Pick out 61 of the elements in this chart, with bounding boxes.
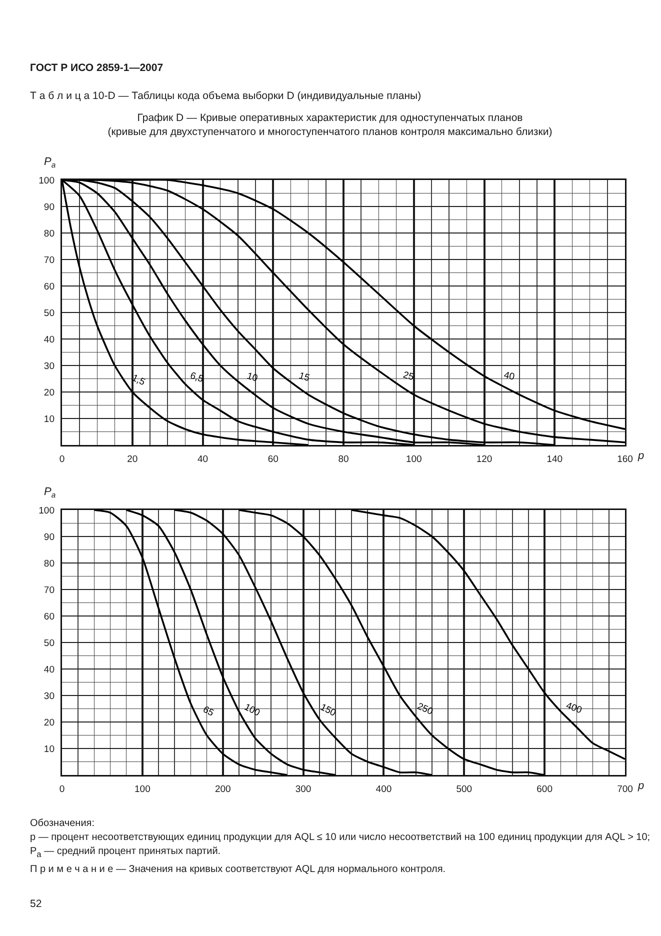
y-tick-label: 100 [38,175,54,186]
x-tick-label: 0 [59,784,65,795]
y-tick-label: 10 [44,744,54,755]
text: 100 [242,702,262,719]
y-tick-label: 50 [44,638,54,649]
text: 25 [402,370,415,384]
x-tick-label: 80 [338,454,349,465]
y-tick-label: 70 [44,584,54,596]
y-tick-label: 30 [44,690,54,702]
y-tick-label: 80 [44,558,54,570]
y-tick-label: 30 [44,360,54,372]
x-tick-label: 600 [536,784,552,795]
y-tick-label: 90 [44,532,54,543]
y-tick-label: 70 [44,254,54,266]
text: 15 [298,370,311,384]
x-tick-label: 60 [268,454,278,465]
y-tick-label: 100 [38,505,54,516]
x-tick-label: 700 [617,784,633,795]
y-tick-label: 40 [44,334,54,346]
x-axis-title: p [637,450,644,462]
text: 40 [502,370,516,383]
text: 65 [200,704,216,719]
y-tick-label: 60 [44,611,54,622]
text: 1,5 [130,372,147,388]
text: П р и м е ч а н и е — Значения на кривых соответствуют AQL для нормального контроля. [30,864,446,876]
x-tick-label: 300 [295,784,312,795]
y-axis-title: P$_{a}$ [44,156,56,170]
text: 250 [415,701,434,718]
y-tick-label: 80 [44,228,54,240]
y-axis-title: P$_{a}$ [44,486,56,500]
text: 400 [564,700,584,716]
x-tick-label: 120 [476,454,492,465]
x-tick-label: 20 [127,454,138,465]
x-tick-label: 400 [376,784,392,795]
x-tick-label: 160 [617,454,633,465]
text: 10 [246,370,259,384]
text: P$_{a}$ — средний процент принятых партий. [30,846,221,860]
chart-subtitle: (кривые для двухступенчатого и многоступенчатого планов контроля максимально близки) [108,126,552,138]
y-tick-label: 20 [44,717,54,728]
text: p — процент несоответствующих единиц продукции для AQL ≤ 10 или число несоответствий на 100 единиц продукции для AQL > 10; [30,832,650,844]
y-tick-label: 40 [44,664,54,676]
x-tick-label: 200 [214,784,231,795]
x-tick-label: 100 [134,784,150,795]
x-axis-title: p [637,780,644,792]
x-tick-label: 100 [406,454,422,465]
text: 150 [318,702,338,719]
y-tick-label: 60 [44,281,54,292]
text: 6,5 [188,370,205,386]
y-tick-label: 10 [44,414,54,425]
chart-title: График D — Кривые оперативных характеристик для одноступенчатых планов [137,112,523,124]
x-tick-label: 0 [59,454,65,465]
y-tick-label: 90 [44,202,54,213]
text: Обозначения: [30,818,94,830]
text: 52 [30,898,42,910]
y-tick-label: 50 [44,308,54,319]
text: ГОСТ Р ИСО 2859-1—2007 [30,62,164,74]
y-tick-label: 20 [44,387,54,398]
x-tick-label: 40 [197,454,208,465]
x-tick-label: 140 [546,454,563,465]
x-tick-label: 500 [456,784,472,795]
text: Т а б л и ц а 10-D — Таблицы кода объема выборки D (индивидуальные планы) [30,90,422,102]
